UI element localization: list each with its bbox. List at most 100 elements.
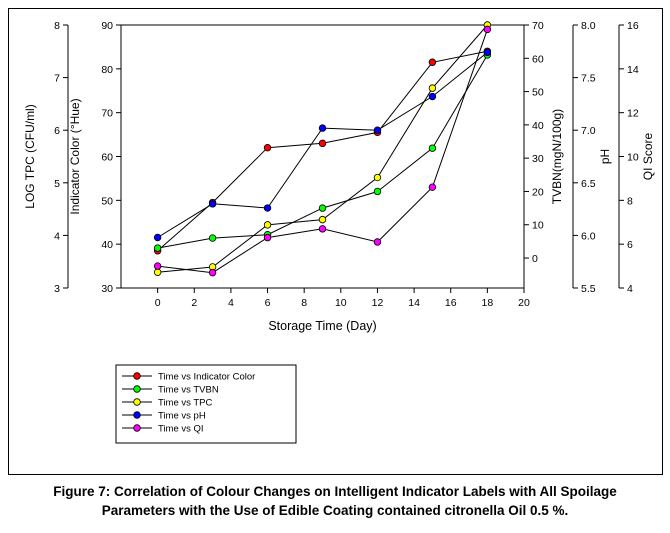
y-tick-label-tvbn: 20 [532,186,544,198]
x-tick-label: 12 [372,297,384,309]
y-tick-label-qi: 4 [627,283,633,295]
y-tick-label-color: 40 [101,239,113,251]
legend: Time vs Indicator Color Time vs TVBN Time … [115,364,297,444]
y-tick-label-color: 80 [101,64,113,76]
y-tick-label-tvbn: 30 [532,153,544,165]
y-tick-label-tvbn: 60 [532,53,544,65]
y-tick-label-qi: 8 [627,195,633,207]
caption-line-2: Parameters with the Use of Edible Coatin… [101,503,569,518]
y-tick-label-tpc: 3 [54,283,60,295]
y-tick-label-color: 60 [101,152,113,164]
legend-label: Time vs pH [158,411,206,422]
series-point [153,262,162,270]
series-point [318,124,327,132]
series-line-2 [157,24,488,273]
series-point [153,268,162,276]
y-tick-label-qi: 6 [627,239,633,251]
x-tick-label: 10 [335,297,347,309]
y-tick-label-ph: 5.5 [581,283,596,295]
legend-label: Time vs TVBN [158,385,219,396]
series-point [428,183,437,191]
figure-caption: Figure 7: Correlation of Colour Changes … [0,482,670,520]
series-point [153,233,162,242]
series-point [373,238,382,246]
y-axis-label-ph: pH [598,149,612,164]
x-tick-label: 4 [228,297,234,309]
series-point [318,139,327,148]
y-tick-label-color: 90 [101,20,113,32]
series-point [318,204,327,212]
series-line-4 [157,29,488,274]
series-point [318,215,327,224]
series-point [428,58,437,66]
series-point [153,244,162,252]
legend-label: Time vs TPC [158,398,213,409]
y-tick-label-tpc: 5 [54,178,60,190]
x-tick-label: 8 [301,297,307,309]
x-tick-label: 2 [191,297,197,309]
y-tick-label-ph: 7.0 [581,125,596,137]
y-tick-label-tpc: 7 [54,73,60,85]
x-tick-label: 20 [518,297,530,309]
y-tick-label-tpc: 4 [54,230,60,242]
y-tick-label-color: 70 [101,108,113,120]
series-point [208,200,217,208]
y-tick-label-tvbn: 0 [532,253,538,265]
y-tick-label-ph: 8.0 [581,20,596,32]
legend-marker [133,411,141,419]
series-point [373,187,382,196]
y-tick-label-tpc: 8 [54,20,60,32]
legend-marker [133,385,141,393]
y-tick-label-tvbn: 40 [532,120,544,132]
y-axis-label-tvbn: TVBN(mgN/100g) [550,109,564,204]
y-tick-label-ph: 6.0 [581,230,596,242]
series-point [428,84,437,92]
y-tick-label-color: 30 [101,283,113,295]
y-tick-label-ph: 6.5 [581,178,596,190]
x-tick-label: 18 [482,297,494,309]
y-tick-label-color: 50 [101,195,113,207]
y-tick-label-tvbn: 10 [532,220,544,232]
legend-marker [133,424,141,432]
legend-marker [133,398,141,406]
series-point [428,92,437,101]
y-axis-label-qi: QI Score [641,133,655,181]
chart-frame: 0 2 4 6 8 10 12 14 16 18 20 Storage Time (Day) 3 4 5 6 7… [8,8,663,475]
x-tick-label: 14 [408,297,420,309]
series-point [318,225,327,233]
legend-label: Time vs Indicator Color [158,372,255,383]
y-tick-label-qi: 12 [627,108,639,120]
y-tick-label-tvbn: 70 [532,20,544,32]
series-point [373,173,382,182]
series-point [263,233,272,242]
legend-label: Time vs QI [158,424,204,435]
y-axis-label-tpc: LOG TPC (CFU/ml) [23,104,37,208]
legend-marker [133,372,141,380]
y-tick-label-ph: 7.5 [581,73,596,85]
chart-svg: 0 2 4 6 8 10 12 14 16 18 20 Storage Time (Day) 3 4 5 6 7… [23,20,655,444]
series-point [263,221,272,229]
legend-box [115,364,297,444]
y-tick-label-tvbn: 50 [532,87,544,99]
x-tick-label: 0 [155,297,161,309]
plot-area [120,24,525,289]
y-tick-label-qi: 10 [627,152,639,164]
series-point [428,144,437,152]
y-tick-label-qi: 14 [627,64,639,76]
y-tick-label-tpc: 6 [54,125,60,137]
series-point [483,48,492,57]
series-layer [153,21,492,277]
x-axis-label: Storage Time (Day) [268,319,376,333]
series-point [208,268,217,277]
caption-line-1: Figure 7: Correlation of Colour Changes … [53,484,617,499]
x-tick-label: 16 [445,297,457,309]
y-axis-label-color: Indicator Color (°Hue) [68,98,82,214]
axes-layer: 0 2 4 6 8 10 12 14 16 18 20 Storage Time (Day) 3 4 5 6 7… [23,20,655,333]
series-point [263,144,272,152]
x-tick-label: 6 [265,297,271,309]
series-point [263,204,272,212]
series-point [208,234,217,242]
series-point [373,126,382,134]
series-point [483,25,492,34]
y-tick-label-qi: 16 [627,20,639,32]
